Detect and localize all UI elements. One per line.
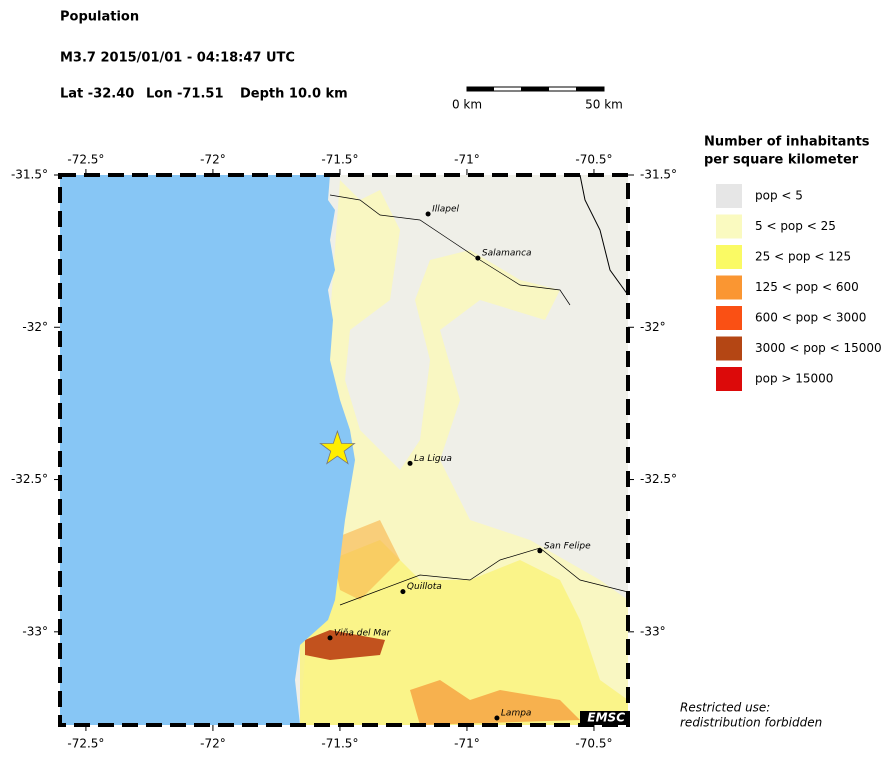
lon-label: -72.5°	[67, 153, 104, 167]
lon-label: -72.5°	[67, 737, 104, 751]
legend-swatch	[716, 275, 742, 300]
lon-label: -70.5°	[575, 153, 612, 167]
title: Population	[60, 10, 139, 25]
lat-label: -31.5°	[11, 168, 48, 182]
legend-swatch	[716, 214, 742, 239]
lon-label: -71.5°	[321, 737, 358, 751]
legend-swatch	[716, 336, 742, 361]
city-label: Illapel	[432, 204, 459, 214]
lon-label: -71°	[454, 153, 480, 167]
legend-label: 3000 < pop < 15000	[755, 341, 882, 355]
city-label: Quillota	[407, 582, 442, 592]
city-marker	[494, 715, 500, 721]
legend-swatch	[716, 367, 742, 391]
city-marker	[537, 548, 543, 554]
notice: Restricted use:	[680, 701, 770, 715]
lat-label: -32.5°	[640, 472, 677, 486]
legend-label: 5 < pop < 25	[755, 219, 836, 233]
city-label: La Ligua	[414, 454, 452, 464]
event-line: M3.7 2015/01/01 - 04:18:47 UTC	[60, 51, 295, 66]
legend-title: per square kilometer	[704, 153, 859, 168]
legend-swatch	[716, 306, 742, 330]
legend-swatch	[716, 245, 742, 269]
notice: redistribution forbidden	[680, 716, 822, 730]
map-frame	[58, 173, 630, 727]
legend-label: 125 < pop < 600	[755, 280, 859, 294]
scale-start: 0 km	[452, 98, 482, 112]
lat-label: -33°	[640, 624, 666, 638]
lat-label: -32°	[640, 320, 666, 334]
city-label: Lampa	[501, 708, 532, 718]
lon-label: -71.5°	[321, 153, 358, 167]
lat-label: -33°	[22, 624, 48, 638]
legend-swatch	[716, 184, 742, 208]
lat-label: -31.5°	[640, 168, 677, 182]
lon-label: -70.5°	[575, 737, 612, 751]
lat-label: -32°	[22, 320, 48, 334]
city-marker	[407, 460, 413, 466]
lon-label: -71°	[454, 737, 480, 751]
lat-label: -32.5°	[11, 472, 48, 486]
legend-label: pop < 5	[755, 189, 803, 203]
scale-end: 50 km	[585, 98, 623, 112]
credit: EMSC	[587, 711, 625, 725]
city-marker	[400, 589, 406, 595]
legend-label: 25 < pop < 125	[755, 250, 851, 264]
event-depth: Depth 10.0 km	[240, 87, 348, 102]
legend-label: pop > 15000	[755, 372, 833, 386]
legend-label: 600 < pop < 3000	[755, 311, 866, 325]
scale-bar	[466, 86, 605, 92]
legend-title: Number of inhabitants	[704, 135, 870, 150]
city-marker	[475, 255, 481, 261]
city-label: Viña del Mar	[334, 628, 392, 638]
city-label: San Felipe	[544, 541, 591, 551]
event-lat: Lat -32.40	[60, 87, 134, 102]
city-marker	[327, 635, 333, 641]
city-label: Salamanca	[482, 249, 532, 259]
city-marker	[425, 211, 431, 217]
lon-label: -72°	[200, 737, 226, 751]
lon-label: -72°	[200, 153, 226, 167]
event-lon: Lon -71.51	[146, 87, 224, 102]
epicenter	[319, 429, 356, 465]
